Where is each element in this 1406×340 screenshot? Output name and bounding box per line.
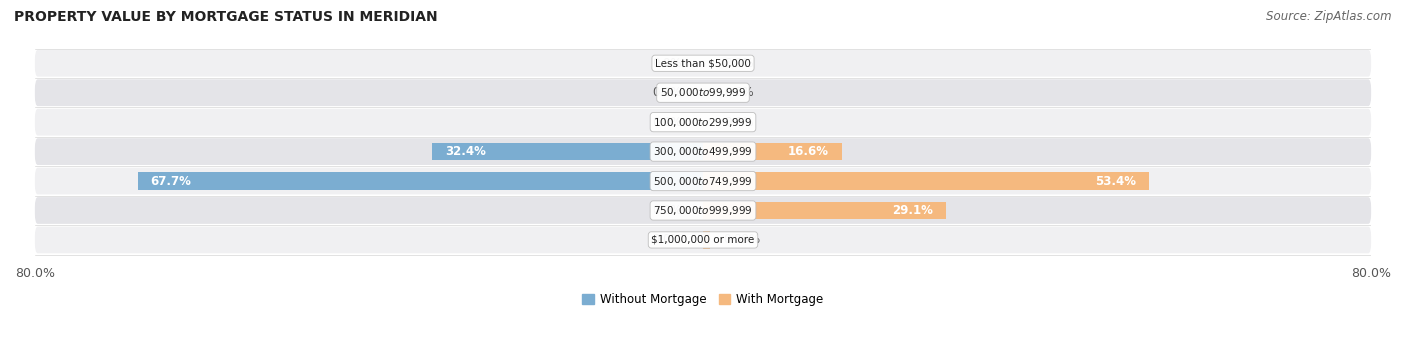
Text: 67.7%: 67.7% <box>150 174 191 188</box>
Bar <box>138 172 703 190</box>
Text: $100,000 to $299,999: $100,000 to $299,999 <box>654 116 752 129</box>
Text: 0.0%: 0.0% <box>724 57 754 70</box>
Text: 0.0%: 0.0% <box>652 204 682 217</box>
Text: $50,000 to $99,999: $50,000 to $99,999 <box>659 86 747 99</box>
Bar <box>703 231 710 249</box>
FancyBboxPatch shape <box>35 109 1371 136</box>
Text: $1,000,000 or more: $1,000,000 or more <box>651 235 755 245</box>
FancyBboxPatch shape <box>35 79 1371 106</box>
Bar <box>433 143 703 160</box>
Text: 32.4%: 32.4% <box>444 145 486 158</box>
Text: 0.0%: 0.0% <box>652 86 682 99</box>
Text: $300,000 to $499,999: $300,000 to $499,999 <box>654 145 752 158</box>
Text: $750,000 to $999,999: $750,000 to $999,999 <box>654 204 752 217</box>
Text: 0.89%: 0.89% <box>723 234 761 246</box>
Bar <box>703 172 1149 190</box>
Text: 0.0%: 0.0% <box>652 234 682 246</box>
Text: 0.0%: 0.0% <box>652 116 682 129</box>
Text: 0.0%: 0.0% <box>724 116 754 129</box>
Text: Source: ZipAtlas.com: Source: ZipAtlas.com <box>1267 10 1392 23</box>
FancyBboxPatch shape <box>35 226 1371 253</box>
Text: $500,000 to $749,999: $500,000 to $749,999 <box>654 174 752 188</box>
Text: PROPERTY VALUE BY MORTGAGE STATUS IN MERIDIAN: PROPERTY VALUE BY MORTGAGE STATUS IN MER… <box>14 10 437 24</box>
FancyBboxPatch shape <box>35 168 1371 194</box>
Legend: Without Mortgage, With Mortgage: Without Mortgage, With Mortgage <box>578 289 828 311</box>
FancyBboxPatch shape <box>35 50 1371 76</box>
Text: 0.0%: 0.0% <box>652 57 682 70</box>
Bar <box>703 143 842 160</box>
Text: Less than $50,000: Less than $50,000 <box>655 58 751 68</box>
FancyBboxPatch shape <box>35 197 1371 224</box>
Bar <box>703 202 946 219</box>
Text: 53.4%: 53.4% <box>1095 174 1136 188</box>
Text: 0.0%: 0.0% <box>724 86 754 99</box>
Text: 16.6%: 16.6% <box>789 145 830 158</box>
FancyBboxPatch shape <box>35 138 1371 165</box>
Text: 29.1%: 29.1% <box>893 204 934 217</box>
